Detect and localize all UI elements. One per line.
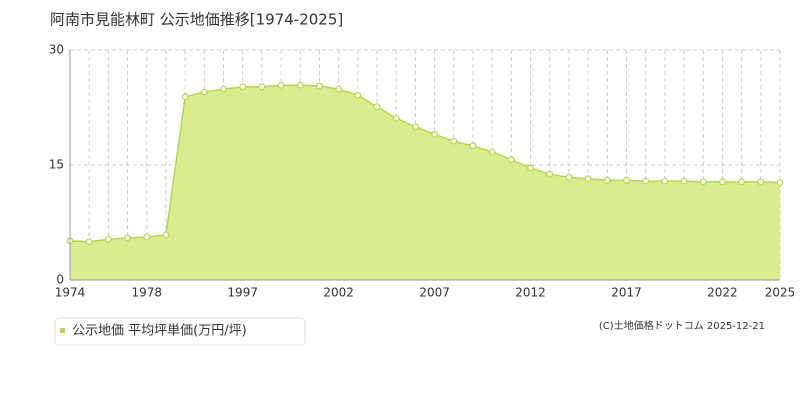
x-tick-label: 1974: [55, 286, 86, 300]
point: [412, 123, 419, 131]
point: [623, 176, 630, 184]
area: [70, 85, 780, 281]
chart-title: 阿南市見能林町 公示地価推移[1974-2025]: [50, 11, 343, 29]
point: [450, 137, 458, 145]
point: [316, 82, 323, 90]
point: [392, 114, 400, 122]
point: [738, 178, 746, 186]
point: [527, 164, 534, 172]
legend-label: 公示地価 平均坪単価(万円/坪): [72, 323, 247, 339]
point: [104, 235, 112, 243]
source: (C)土地価格ドットコム 2025-12-21: [599, 319, 765, 332]
point: [354, 91, 362, 99]
y-tick-label: 30: [49, 43, 64, 57]
x-tick-label: 1997: [227, 286, 258, 300]
legend-box: [54, 317, 306, 346]
point: [757, 178, 765, 186]
x-tick-label: 2025: [765, 286, 796, 300]
point: [181, 93, 189, 101]
point: [85, 238, 93, 246]
point: [776, 179, 784, 187]
point: [469, 142, 477, 150]
point: [335, 85, 343, 93]
point: [642, 177, 650, 185]
point: [507, 156, 515, 164]
y-tick-label: 0: [56, 273, 64, 287]
point: [699, 178, 707, 186]
x-tick-label: 1978: [131, 286, 162, 300]
point: [200, 88, 208, 96]
point: [277, 81, 285, 89]
point: [258, 83, 266, 91]
point: [661, 177, 669, 185]
x-tick-label: 2017: [611, 286, 642, 300]
y-tick-label: 15: [49, 158, 64, 172]
point: [719, 178, 726, 186]
point: [296, 81, 304, 89]
x-tick-label: 2002: [323, 286, 354, 300]
x-tick-label: 2007: [419, 286, 450, 300]
point: [124, 234, 131, 242]
x-tick-label: 2022: [707, 286, 738, 300]
point: [162, 231, 170, 239]
point: [431, 130, 438, 138]
point: [488, 148, 496, 156]
legend-swatch: [60, 328, 65, 333]
x-tick-label: 2012: [515, 286, 546, 300]
point: [680, 177, 688, 185]
point: [584, 175, 592, 183]
point: [143, 233, 151, 241]
point: [239, 83, 247, 91]
point: [373, 103, 381, 111]
point: [603, 176, 611, 184]
point: [565, 173, 573, 181]
point: [220, 85, 227, 93]
point: [546, 170, 554, 178]
